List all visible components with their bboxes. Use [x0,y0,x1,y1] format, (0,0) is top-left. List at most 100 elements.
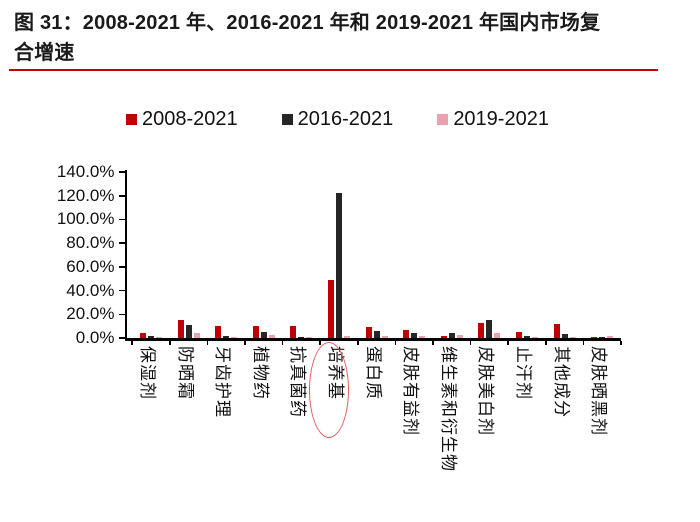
y-axis-tick-label: 140.0% [56,162,115,181]
bar-2016-2021-止汗剂 [524,336,530,338]
bar-2008-2021-止汗剂 [516,332,522,338]
x-axis-tick [357,340,359,345]
x-axis-tick [281,340,284,345]
bar-2008-2021-抗真菌药 [290,326,297,338]
bar-2008-2021-牙齿护理 [215,326,222,338]
y-axis-line [124,170,127,341]
y-axis-tick-label: 0.0% [75,328,115,347]
y-axis-tick-label: 100.0% [56,209,115,229]
x-axis-tick [394,340,397,345]
x-axis-tick [620,340,622,345]
bar-2008-2021-皮肤晒黑剂 [591,337,598,338]
x-axis-tick [545,340,547,345]
bar-2016-2021-维生素和衍生物 [448,332,455,338]
x-axis-tick [244,340,246,345]
y-axis-tick [118,194,125,197]
bar-2019-2021-培养基 [344,335,350,338]
y-axis-tick [118,218,125,221]
x-axis-tick [169,340,171,345]
x-axis-category-label: 皮肤美白剂 [476,346,496,436]
bar-2008-2021-维生素和衍生物 [440,336,447,338]
bar-2016-2021-其他成分 [561,333,568,338]
x-axis-line [124,338,621,341]
y-axis-tick [118,266,125,268]
bar-2019-2021-牙齿护理 [231,336,238,338]
y-axis-tick [118,289,125,292]
bar-2019-2021-维生素和衍生物 [456,335,463,338]
y-axis-tick-label: 80.0% [66,233,115,253]
bar-2019-2021-皮肤美白剂 [494,333,501,338]
legend-label: 2008-2021 [142,107,238,130]
bar-2019-2021-植物药 [268,335,275,338]
bar-2019-2021-皮肤晒黑剂 [607,336,614,338]
bar-2019-2021-抗真菌药 [306,337,313,338]
y-axis-tick-label: 40.0% [66,280,115,300]
bar-2016-2021-防晒霜 [185,324,192,338]
y-axis-tick-label: 60.0% [66,256,115,276]
legend-label: 2019-2021 [453,107,549,130]
x-axis-category-label: 防晒霜 [175,346,195,400]
y-axis-tick [118,242,125,244]
bar-2016-2021-皮肤美白剂 [486,319,493,338]
x-axis-tick [507,340,510,345]
bar-2016-2021-皮肤有益剂 [411,332,418,338]
x-axis-category-label: 保湿剂 [138,346,157,400]
x-axis-tick [432,340,434,345]
bar-2016-2021-抗真菌药 [298,336,305,338]
figure-title-line1: 图 31：2008-2021 年、2016-2021 年和 2019-2021 … [14,12,601,34]
y-axis-tick-label: 20.0% [66,304,115,324]
bar-2016-2021-植物药 [260,332,267,338]
bar-2019-2021-保湿剂 [156,336,162,338]
bar-2008-2021-其他成分 [553,323,560,338]
x-axis-category-label: 抗真菌药 [288,346,308,418]
chart-legend: 2008-2021 2016-2021 2019-2021 [126,106,593,132]
x-axis-tick [319,340,322,345]
bar-2008-2021-皮肤美白剂 [478,322,485,338]
bar-2016-2021-蛋白质 [373,331,380,338]
title-underline-rule [9,69,658,71]
x-axis-category-label: 其他成分 [551,346,571,418]
bar-2016-2021-培养基 [336,192,342,338]
bar-2008-2021-防晒霜 [177,320,184,338]
legend-swatch-icon [281,113,293,125]
legend-swatch-icon [437,113,449,125]
bar-2008-2021-培养基 [328,279,334,338]
bar-2016-2021-皮肤晒黑剂 [599,337,606,338]
x-axis-category-label: 蛋白质 [363,346,383,400]
bar-2016-2021-牙齿护理 [223,335,230,338]
bar-2019-2021-防晒霜 [193,332,200,338]
x-axis-category-label: 植物药 [250,346,270,400]
x-axis-tick [469,340,472,345]
y-axis-tick [118,337,125,339]
legend-swatch-icon [126,113,137,125]
legend-item-2016-2021: 2016-2021 [281,107,394,131]
figure-title: 图 31：2008-2021 年、2016-2021 年和 2019-2021 … [14,8,674,68]
bar-2019-2021-蛋白质 [381,335,388,338]
x-axis-category-label: 维生素和衍生物 [438,346,458,472]
x-axis-tick [131,340,134,345]
figure-title-line2: 合增速 [14,42,75,64]
x-axis-tick [206,340,209,345]
x-axis-category-label: 止汗剂 [514,346,533,400]
bar-2008-2021-保湿剂 [140,333,146,338]
highlight-ellipse-annotation [309,342,349,438]
y-axis-tick [118,171,125,173]
y-axis-tick [118,313,125,316]
x-axis-category-label: 皮肤有益剂 [401,346,421,436]
bar-2019-2021-皮肤有益剂 [419,335,426,338]
x-axis-category-label: 牙齿护理 [213,346,233,418]
legend-item-2008-2021: 2008-2021 [126,108,238,131]
legend-label: 2016-2021 [297,107,394,130]
bar-2008-2021-皮肤有益剂 [403,330,410,338]
x-axis-category-label: 皮肤晒黑剂 [589,346,609,436]
bar-2008-2021-植物药 [252,325,259,338]
x-axis-tick [582,340,585,345]
bar-2016-2021-保湿剂 [148,336,154,338]
bar-2019-2021-止汗剂 [532,337,538,338]
y-axis-tick-label: 120.0% [56,185,115,205]
bar-2019-2021-其他成分 [569,336,576,338]
bar-2008-2021-蛋白质 [365,326,372,338]
legend-item-2019-2021: 2019-2021 [437,108,549,131]
